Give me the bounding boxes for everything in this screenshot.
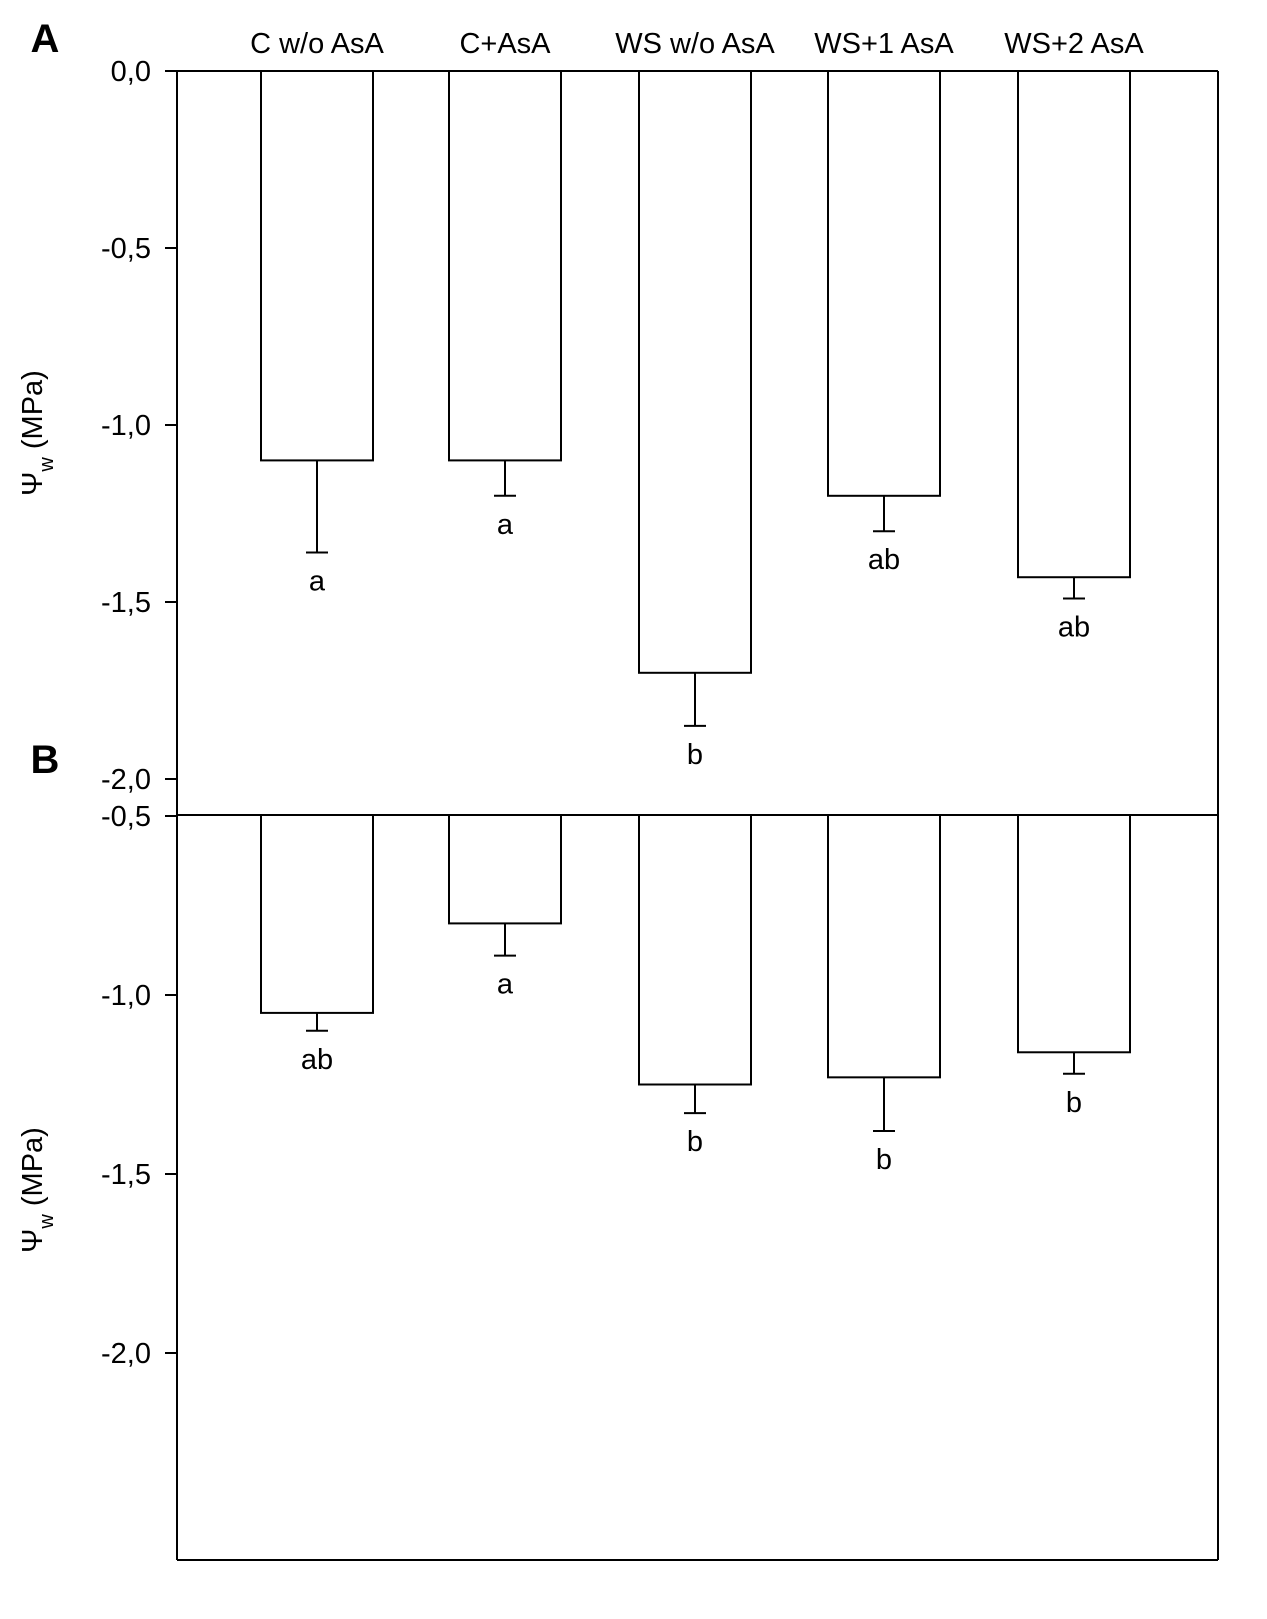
significance-letter: b: [1066, 1087, 1082, 1119]
y-axis-label: Ψw (MPa): [17, 1127, 58, 1253]
category-label: C w/o AsA: [250, 28, 384, 60]
panel-label-a: A: [31, 17, 60, 61]
category-label: WS+1 AsA: [814, 28, 954, 60]
significance-letter: b: [876, 1144, 892, 1176]
category-label: WS w/o AsA: [615, 28, 775, 60]
y-tick-label: -0,5: [101, 233, 151, 265]
y-tick-label: -1,5: [101, 587, 151, 619]
y-tick-label: -2,0: [101, 764, 151, 796]
bar: [1017, 70, 1131, 579]
bar: [260, 814, 374, 1014]
significance-letter: ab: [868, 544, 900, 576]
bar: [448, 814, 562, 925]
y-tick-label: -1,0: [101, 980, 151, 1012]
significance-letter: ab: [1058, 611, 1090, 643]
significance-letter: ab: [301, 1044, 333, 1076]
y-axis-label: Ψw (MPa): [17, 370, 58, 496]
y-tick-label: -2,0: [101, 1338, 151, 1370]
significance-letter: a: [497, 509, 514, 541]
significance-letter: b: [687, 739, 703, 771]
bar: [1017, 814, 1131, 1054]
bar: [638, 814, 752, 1086]
y-tick-label: -1,0: [101, 410, 151, 442]
significance-letter: b: [687, 1126, 703, 1158]
panel-label-b: B: [31, 738, 60, 782]
bar: [638, 70, 752, 674]
y-tick-label: -1,5: [101, 1159, 151, 1191]
bar: [260, 70, 374, 462]
y-tick-label: -0,5: [101, 801, 151, 833]
bar: [827, 70, 941, 497]
bar: [448, 70, 562, 462]
category-label: C+AsA: [459, 28, 551, 60]
category-label: WS+2 AsA: [1004, 28, 1144, 60]
y-tick-label: 0,0: [111, 56, 151, 88]
significance-letter: a: [309, 565, 326, 597]
significance-letter: a: [497, 969, 514, 1001]
bar: [827, 814, 941, 1079]
